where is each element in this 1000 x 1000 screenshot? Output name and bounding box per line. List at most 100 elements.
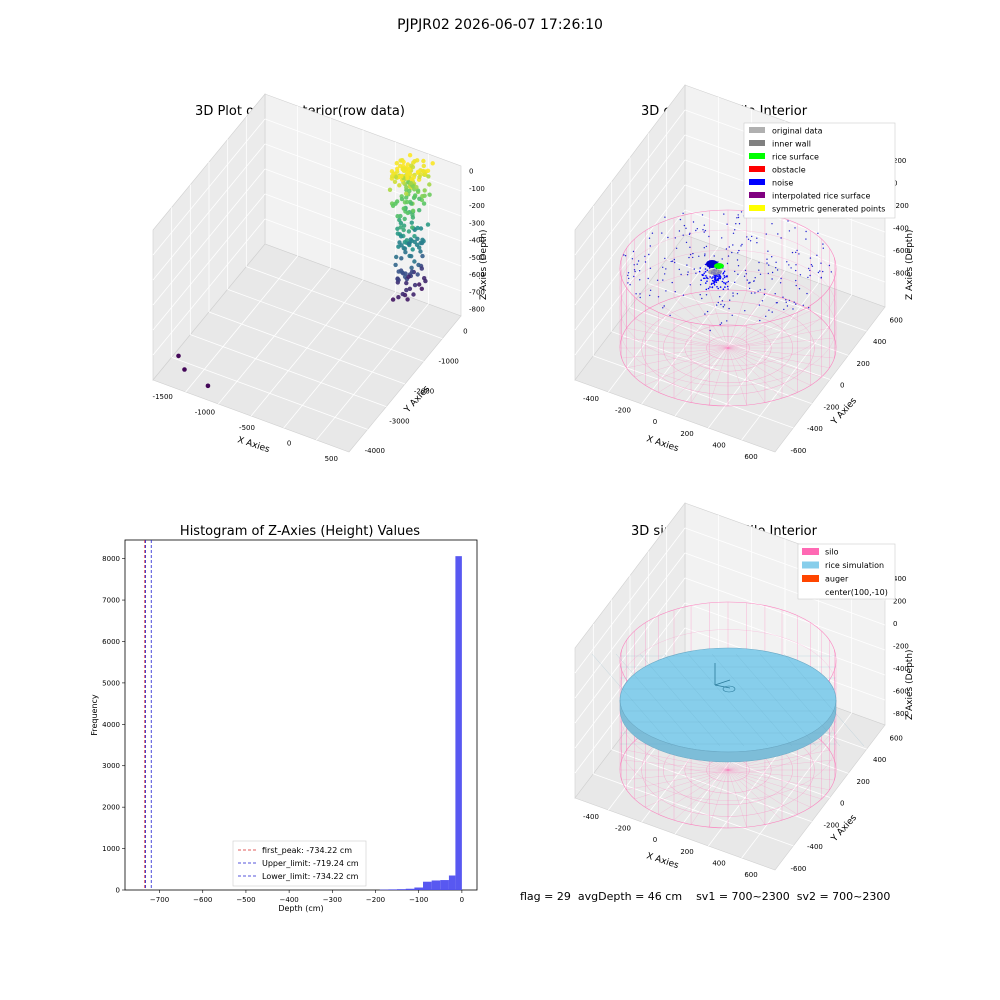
data-point — [401, 227, 406, 233]
data-point — [409, 265, 414, 270]
y-tick-label: 7000 — [102, 597, 120, 605]
noise-point — [764, 288, 766, 291]
noise-point — [657, 296, 660, 298]
x-tick-label: -400 — [583, 395, 599, 403]
noise-point — [692, 252, 694, 255]
z-axis-label: Z Axies (Depth) — [905, 229, 915, 300]
noise-point — [809, 274, 811, 277]
noise-point — [747, 238, 750, 240]
data-point — [421, 168, 426, 174]
noise-point — [737, 273, 739, 275]
noise-point — [665, 268, 667, 270]
noise-point — [788, 299, 791, 302]
data-point — [400, 291, 405, 297]
noise-point — [696, 228, 698, 230]
noise-point — [787, 220, 789, 222]
y-axis-label: Frequency — [90, 694, 99, 736]
noise-point — [722, 306, 724, 308]
noise-point — [705, 288, 708, 291]
noise-point — [623, 254, 625, 256]
noise-point — [662, 307, 664, 309]
silo-floor-spoke — [727, 347, 747, 406]
data-point — [395, 166, 400, 171]
noise-point — [745, 273, 747, 275]
noise-point — [721, 280, 724, 283]
noise-point — [644, 255, 646, 258]
noise-point — [689, 253, 692, 256]
silo-floor-spoke — [658, 303, 729, 349]
data-point — [406, 241, 412, 246]
noise-point — [695, 229, 697, 232]
noise-point — [779, 282, 782, 284]
noise-point — [795, 279, 797, 282]
z-tick-label: 400 — [893, 575, 906, 583]
data-point — [410, 164, 416, 170]
noise-point — [750, 292, 753, 294]
noise-point — [705, 245, 708, 248]
noise-point — [822, 270, 824, 273]
silo-floor-spoke — [621, 337, 729, 349]
noise-point — [732, 295, 734, 297]
silo-floor-spoke — [690, 347, 729, 403]
noise-point — [719, 323, 721, 326]
noise-point — [775, 261, 777, 263]
noise-point — [736, 259, 739, 261]
data-point — [399, 196, 405, 202]
tick-labels: −700 −600 −500 −400 −300 −200 −100 0 0 1000 2000 30… — [102, 555, 464, 904]
y-tick-label: -3000 — [389, 417, 409, 425]
noise-point — [635, 293, 637, 295]
noise-point — [632, 250, 635, 253]
noise-point — [686, 274, 689, 276]
histogram-bar — [388, 889, 398, 890]
noise-point — [704, 268, 707, 270]
data-point — [426, 174, 431, 179]
noise-point — [639, 296, 641, 299]
noise-point — [702, 229, 704, 231]
silo-floor-spoke — [727, 290, 747, 349]
noise-point — [689, 246, 691, 248]
noise-point — [791, 251, 794, 254]
silo-floor-spoke — [727, 769, 798, 815]
legend-label: Upper_limit: -719.24 cm — [262, 859, 359, 868]
noise-point — [805, 238, 807, 240]
noise-point — [766, 262, 768, 264]
noise-point — [726, 223, 728, 225]
noise-point — [738, 223, 741, 225]
data-point — [390, 203, 396, 208]
data-point — [412, 282, 418, 288]
noise-point — [798, 288, 801, 290]
noise-point — [704, 277, 706, 280]
noise-point — [758, 269, 760, 271]
noise-point — [667, 236, 669, 239]
silo-floor-spoke — [727, 310, 811, 349]
noise-point — [705, 294, 708, 296]
data-point — [407, 188, 412, 194]
noise-point — [727, 255, 730, 257]
y-tick-label: 4000 — [102, 721, 120, 729]
noise-point — [699, 284, 702, 286]
silo-floor-spoke — [727, 769, 783, 821]
noise-point — [698, 270, 701, 273]
noise-point — [711, 277, 713, 279]
data-point — [399, 256, 404, 261]
y-tick-label: 600 — [890, 734, 903, 742]
noise-point — [705, 275, 707, 277]
noise-point — [716, 275, 718, 278]
legend-label: auger — [825, 575, 849, 584]
y-tick-label: -400 — [807, 425, 823, 433]
noise-point — [628, 277, 630, 280]
noise-point — [767, 272, 769, 275]
flag-text: flag = 29 — [520, 890, 571, 903]
depth-histogram-chart: −700 −600 −500 −400 −300 −200 −100 0 0 1000 2000 30… — [90, 539, 478, 913]
noise-point — [695, 272, 697, 274]
silo-floor-spoke — [645, 310, 729, 349]
silo-floor-spoke — [709, 290, 729, 349]
noise-point — [740, 211, 743, 213]
legend-swatch — [749, 127, 765, 133]
silo-floor-spoke — [709, 769, 729, 828]
legend-label: Lower_limit: -734.22 cm — [262, 872, 359, 881]
rice-mesh-line — [711, 653, 793, 747]
noise-point — [761, 300, 764, 302]
data-point — [393, 262, 398, 268]
noise-point — [719, 286, 722, 288]
